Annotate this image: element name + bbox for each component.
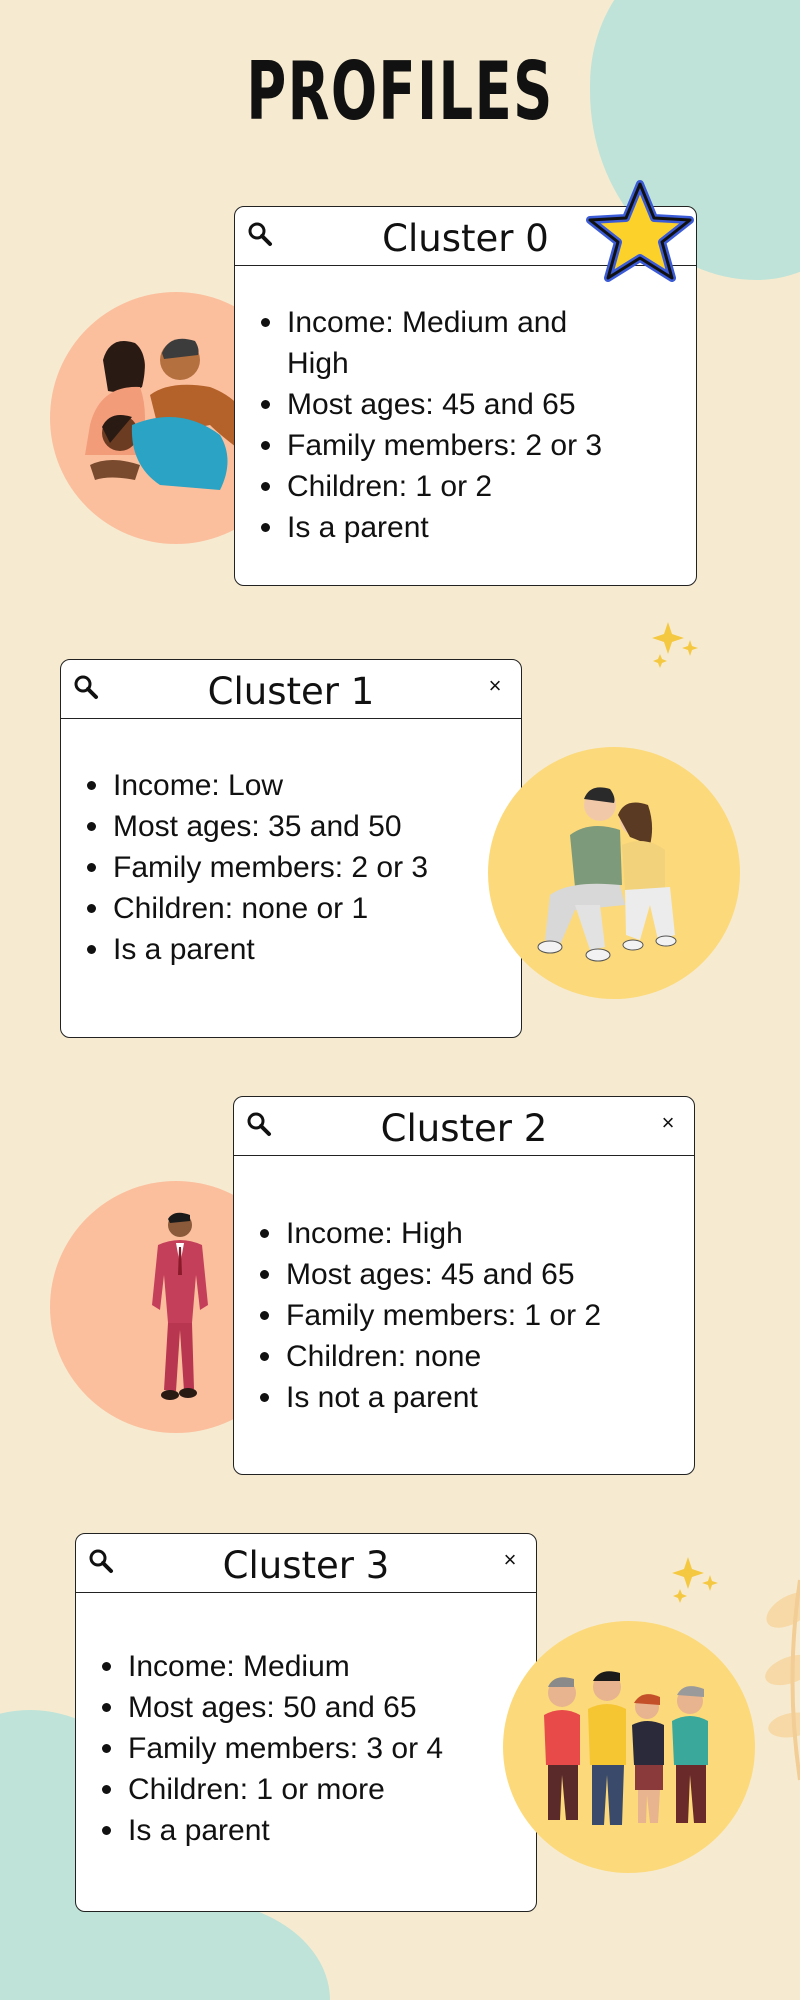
- cluster-2-attribute-list: Income: High Most ages: 45 and 65 Family…: [234, 1213, 694, 1418]
- list-item: Children: none or 1: [87, 888, 521, 929]
- cluster-1-card-header: Cluster 1 ×: [61, 660, 521, 719]
- family-illustration: [85, 338, 255, 490]
- cluster-3-card: Cluster 3 × Income: Medium Most ages: 50…: [75, 1533, 537, 1912]
- search-icon[interactable]: [88, 1548, 114, 1574]
- list-item: Family members: 1 or 2: [260, 1295, 694, 1336]
- list-item: Is a parent: [261, 507, 696, 548]
- list-item: Income: High: [260, 1213, 694, 1254]
- list-item: Children: none: [260, 1336, 694, 1377]
- close-icon[interactable]: ×: [488, 673, 502, 698]
- search-icon[interactable]: [73, 674, 99, 700]
- list-item: Is a parent: [102, 1810, 536, 1851]
- cluster-1-attribute-list: Income: Low Most ages: 35 and 50 Family …: [61, 765, 521, 970]
- list-item: Income: Medium and High: [261, 302, 607, 384]
- cluster-3-attribute-list: Income: Medium Most ages: 50 and 65 Fami…: [76, 1646, 536, 1851]
- close-icon[interactable]: ×: [503, 1547, 517, 1572]
- close-icon[interactable]: ×: [661, 1110, 675, 1135]
- list-item: Family members: 2 or 3: [261, 425, 696, 466]
- sparkle-icon: [672, 1557, 718, 1603]
- cluster-0-card-header: Cluster 0: [235, 207, 696, 266]
- cluster-0-title: Cluster 0: [382, 217, 549, 260]
- group-illustration: [544, 1671, 708, 1825]
- list-item: Children: 1 or more: [102, 1769, 536, 1810]
- list-item: Children: 1 or 2: [261, 466, 696, 507]
- list-item: Income: Medium: [102, 1646, 536, 1687]
- list-item: Most ages: 35 and 50: [87, 806, 521, 847]
- search-icon[interactable]: [246, 1111, 272, 1137]
- cluster-0-card-body: Income: Medium and High Most ages: 45 an…: [235, 266, 696, 548]
- list-item: Is not a parent: [260, 1377, 694, 1418]
- list-item: Income: Low: [87, 765, 521, 806]
- cluster-0-attribute-list: Income: Medium and High Most ages: 45 an…: [235, 302, 696, 548]
- star-icon: [586, 180, 694, 282]
- search-icon[interactable]: [247, 221, 273, 247]
- leaf-decoration: [765, 1579, 800, 1781]
- cluster-1-card-body: Income: Low Most ages: 35 and 50 Family …: [61, 719, 521, 970]
- cluster-2-card-body: Income: High Most ages: 45 and 65 Family…: [234, 1156, 694, 1418]
- man-in-suit-illustration: [152, 1212, 208, 1400]
- list-item: Most ages: 50 and 65: [102, 1687, 536, 1728]
- cluster-2-card: Cluster 2 × Income: High Most ages: 45 a…: [233, 1096, 695, 1475]
- cluster-1-title: Cluster 1: [207, 670, 375, 713]
- cluster-3-title: Cluster 3: [222, 1544, 390, 1587]
- list-item: Most ages: 45 and 65: [261, 384, 696, 425]
- page-title: PROFILES: [246, 45, 554, 138]
- cluster-2-card-header: Cluster 2 ×: [234, 1097, 694, 1156]
- cluster-2-title: Cluster 2: [380, 1107, 548, 1150]
- sparkle-icon: [652, 622, 698, 668]
- cluster-1-card: Cluster 1 × Income: Low Most ages: 35 an…: [60, 659, 522, 1038]
- list-item: Is a parent: [87, 929, 521, 970]
- cluster-3-card-body: Income: Medium Most ages: 50 and 65 Fami…: [76, 1593, 536, 1851]
- list-item: Family members: 2 or 3: [87, 847, 521, 888]
- cluster-3-illustration-circle: [503, 1621, 755, 1873]
- list-item: Family members: 3 or 4: [102, 1728, 536, 1769]
- couple-illustration: [537, 787, 677, 962]
- cluster-3-card-header: Cluster 3 ×: [76, 1534, 536, 1593]
- list-item: Most ages: 45 and 65: [260, 1254, 694, 1295]
